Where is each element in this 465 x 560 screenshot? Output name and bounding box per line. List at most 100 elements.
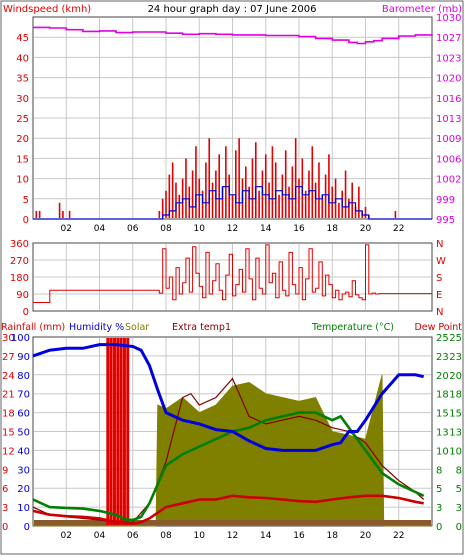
barometer-right-axis-ticks: 995 999 1002 1006 1009 1013 1016 1020 1023 1027 10… [436, 13, 461, 226]
wind-x-tick-12: 12 [227, 224, 238, 234]
solar-area [32, 374, 433, 527]
temp-x-tick-06: 06 [127, 531, 139, 541]
wind-x-tick-14: 14 [260, 224, 272, 234]
temp-x-tick-14: 14 [260, 531, 272, 541]
dewpoint-tick-8: 8 [456, 465, 462, 476]
temperature-tick-3: 3 [436, 503, 442, 514]
temp-x-tick-08: 08 [160, 531, 172, 541]
humidity-tick-100: 100 [11, 333, 30, 344]
temp-x-tick-20: 20 [360, 531, 372, 541]
dewpoint-tick-15: 15 [449, 409, 462, 420]
compass-tick-N-0: N [436, 307, 443, 318]
direction-tick-270: 270 [10, 256, 29, 267]
windspeed-tick-25: 25 [16, 114, 29, 125]
rainfall-tick-6: 6 [2, 484, 8, 495]
wind-x-axis-ticks: 02 04 06 08 10 12 14 16 18 20 22 [61, 224, 405, 234]
rainfall-tick-27: 27 [2, 352, 15, 363]
barometer-tick-1023: 1023 [436, 53, 461, 64]
solar-series [32, 374, 433, 527]
temp-x-tick-22: 22 [393, 531, 404, 541]
dewpoint-tick-25: 25 [449, 333, 462, 344]
direction-left-axis-ticks: 0 90 180 270 360 [10, 239, 29, 318]
temperature-tick-25: 25 [436, 333, 449, 344]
windspeed-tick-45: 45 [16, 33, 29, 44]
humidity-tick-60: 60 [17, 409, 30, 420]
rainfall-tick-12: 12 [2, 446, 15, 457]
wind-x-tick-04: 04 [94, 224, 106, 234]
humidity-tick-20: 20 [17, 484, 30, 495]
humidity-tick-0: 0 [24, 522, 30, 533]
temp-x-tick-04: 04 [94, 531, 106, 541]
humidity-tick-40: 40 [17, 446, 30, 457]
barometer-tick-1006: 1006 [436, 154, 461, 165]
windspeed-tick-40: 40 [16, 53, 29, 64]
temperature-series [32, 411, 425, 522]
solar-baseline-strip [34, 520, 431, 525]
rainfall-tick-0: 0 [2, 522, 8, 533]
temperature-tick-15: 15 [436, 409, 449, 420]
wind-left-axis-ticks: 0 5 10 15 20 25 30 35 40 45 [16, 33, 29, 226]
temperature-x-axis-ticks: 02 04 06 08 10 12 14 16 18 20 22 [61, 531, 405, 541]
temp-x-tick-12: 12 [227, 531, 238, 541]
legend-temperature: Temperature (°C) [311, 322, 394, 333]
temperature-tick-23: 23 [436, 352, 449, 363]
barometer-tick-995: 995 [436, 215, 455, 226]
direction-tick-90: 90 [16, 290, 29, 301]
barometer-tick-1009: 1009 [436, 134, 461, 145]
wind-x-tick-02: 02 [61, 224, 72, 234]
wind-x-tick-20: 20 [360, 224, 372, 234]
wind-x-tick-10: 10 [194, 224, 206, 234]
compass-tick-S-2: S [436, 273, 442, 284]
compass-tick-N-4: N [436, 239, 443, 250]
barometer-line [33, 26, 433, 45]
wind-x-tick-06: 06 [127, 224, 139, 234]
dewpoint-tick-13: 13 [449, 428, 462, 439]
rainfall-bar [116, 338, 120, 525]
humidity-line [32, 343, 425, 452]
rainfall-tick-30: 30 [2, 333, 15, 344]
rainfall-bar [126, 338, 130, 525]
temperature-tick-18: 18 [436, 390, 449, 401]
windspeed-tick-5: 5 [23, 195, 29, 206]
humidity-tick-10: 10 [17, 503, 30, 514]
windspeed-tick-30: 30 [16, 94, 29, 105]
barometer-series [33, 26, 433, 45]
legend-solar: Solar [125, 322, 149, 333]
dewpoint-tick-23: 23 [449, 352, 462, 363]
direction-tick-360: 360 [10, 239, 29, 250]
legend-humidity: Humidity % [69, 322, 124, 333]
direction-tick-0: 0 [23, 307, 29, 318]
barometer-tick-1027: 1027 [436, 33, 461, 44]
temperature-tick-5: 5 [436, 484, 442, 495]
barometer-tick-1020: 1020 [436, 74, 461, 85]
rainfall-bar [119, 338, 123, 525]
windspeed-tick-35: 35 [16, 74, 29, 85]
rainfall-bars [106, 338, 130, 525]
rainfall-tick-24: 24 [2, 371, 15, 382]
temp-x-tick-18: 18 [327, 531, 339, 541]
windspeed-tick-15: 15 [16, 154, 29, 165]
temperature-tick-8: 8 [436, 465, 442, 476]
barometer-tick-1016: 1016 [436, 94, 461, 105]
wind-direction-series [33, 244, 433, 303]
wind-x-tick-16: 16 [293, 224, 305, 234]
rainfall-tick-9: 9 [2, 465, 8, 476]
rainfall-tick-21: 21 [2, 390, 15, 401]
compass-tick-W-3: W [436, 256, 446, 267]
barometer-axis-label: Barometer (mb) [382, 4, 462, 15]
temp-x-tick-16: 16 [293, 531, 305, 541]
rainfall-bar [109, 338, 113, 525]
rainfall-tick-15: 15 [2, 428, 15, 439]
wind-x-tick-22: 22 [393, 224, 404, 234]
dewpoint-tick-18: 18 [449, 390, 462, 401]
temperature-line [32, 411, 425, 522]
wind-x-tick-18: 18 [327, 224, 339, 234]
wind-x-tick-08: 08 [160, 224, 172, 234]
dewpoint-tick-5: 5 [456, 484, 462, 495]
barometer-tick-999: 999 [436, 195, 455, 206]
